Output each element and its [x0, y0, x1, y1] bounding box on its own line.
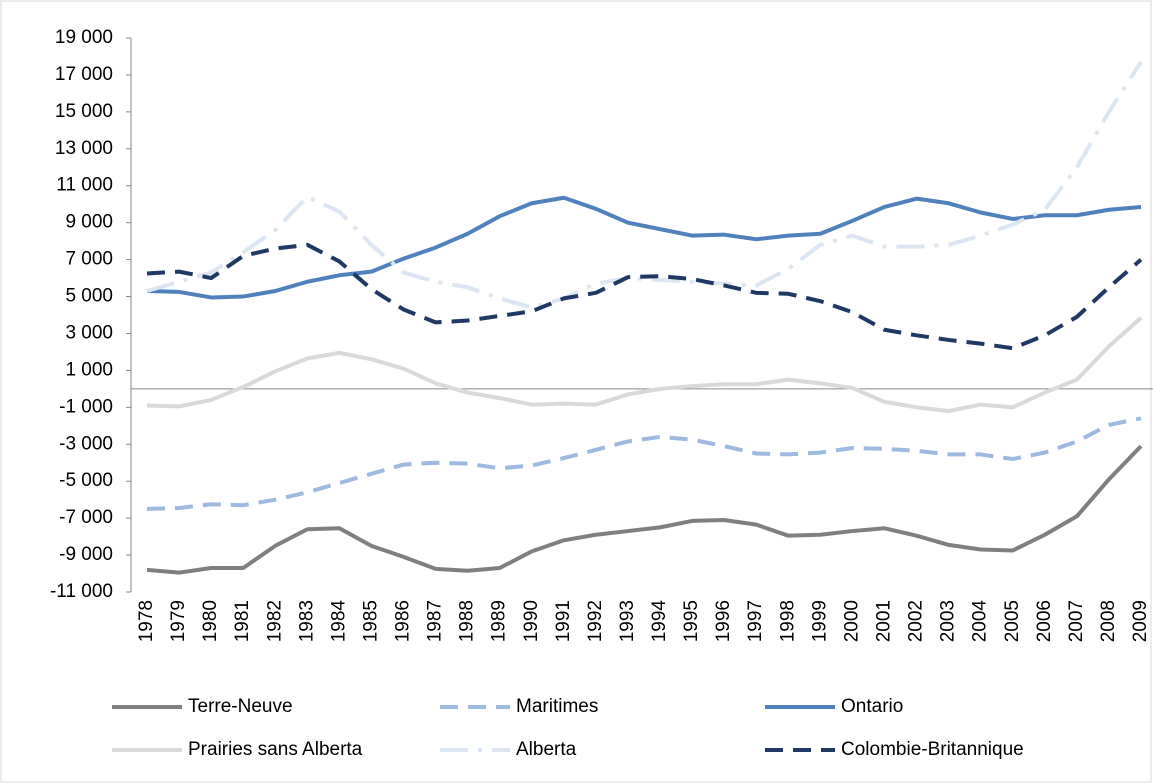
x-tick-label: 2002	[906, 600, 927, 642]
x-tick-label: 1979	[168, 600, 189, 642]
x-tick-label: 1988	[457, 600, 478, 642]
legend-label: Alberta	[516, 739, 577, 760]
x-tick-label: 1986	[393, 600, 414, 642]
y-tick-label: 11 000	[56, 175, 113, 196]
x-tick-label: 1989	[489, 600, 510, 642]
y-tick-label: 13 000	[55, 138, 113, 159]
x-tick-label: 1985	[360, 600, 381, 642]
x-tick-label: 1987	[425, 600, 446, 642]
x-tick-label: 1995	[681, 600, 702, 642]
x-tick-label: 1983	[296, 600, 317, 642]
y-tick-label: 5 000	[65, 286, 113, 307]
y-tick-label: 7 000	[65, 249, 113, 270]
legend-label: Prairies sans Alberta	[188, 739, 363, 760]
series-line	[146, 195, 1142, 300]
y-tick-label: -1 000	[59, 396, 113, 417]
x-tick-label: 1997	[745, 600, 766, 642]
legend-label: Terre-Neuve	[188, 696, 293, 717]
series-line	[146, 416, 1142, 511]
y-tick-label: 19 000	[55, 27, 113, 48]
x-tick-label: 2001	[873, 600, 894, 642]
series-line	[146, 444, 1143, 575]
legend-label: Ontario	[841, 696, 903, 717]
x-tick-label: 2006	[1034, 600, 1055, 642]
x-tick-label: 2009	[1130, 600, 1151, 642]
x-tick-label: 2008	[1098, 600, 1119, 642]
y-tick-label: -5 000	[59, 470, 113, 491]
x-tick-label: 1999	[809, 600, 830, 642]
y-tick-label: 17 000	[55, 64, 113, 85]
x-tick-label: 1982	[264, 600, 285, 642]
series-line	[146, 316, 1143, 414]
x-tick-label: 1992	[585, 600, 606, 642]
x-tick-label: 1980	[200, 600, 221, 642]
x-tick-label: 1990	[521, 600, 542, 642]
y-tick-label: -11 000	[50, 581, 113, 602]
y-tick-label: -9 000	[59, 544, 113, 565]
y-tick-label: 3 000	[65, 322, 113, 343]
legend-label: Maritimes	[516, 696, 598, 717]
x-tick-label: 1981	[232, 600, 253, 642]
x-tick-label: 2005	[1002, 600, 1023, 642]
x-tick-label: 2004	[970, 600, 991, 643]
y-tick-label: -7 000	[59, 507, 113, 528]
x-tick-label: 2003	[938, 600, 959, 642]
x-tick-label: 1991	[553, 600, 574, 642]
series-line	[146, 60, 1143, 310]
x-tick-label: 1984	[328, 600, 349, 643]
x-tick-label: 1996	[713, 600, 734, 642]
series-line	[146, 242, 1143, 351]
x-tick-label: 2007	[1066, 600, 1087, 642]
y-tick-label: 1 000	[65, 359, 113, 380]
x-tick-label: 1998	[777, 600, 798, 642]
y-tick-label: 9 000	[65, 212, 113, 233]
x-tick-label: 2000	[841, 600, 862, 642]
x-tick-label: 1993	[617, 600, 638, 642]
x-tick-label: 1994	[649, 600, 670, 643]
y-tick-label: 15 000	[55, 101, 113, 122]
x-tick-label: 1978	[136, 600, 157, 642]
legend-label: Colombie-Britannique	[841, 739, 1024, 760]
y-tick-label: -3 000	[59, 433, 113, 454]
